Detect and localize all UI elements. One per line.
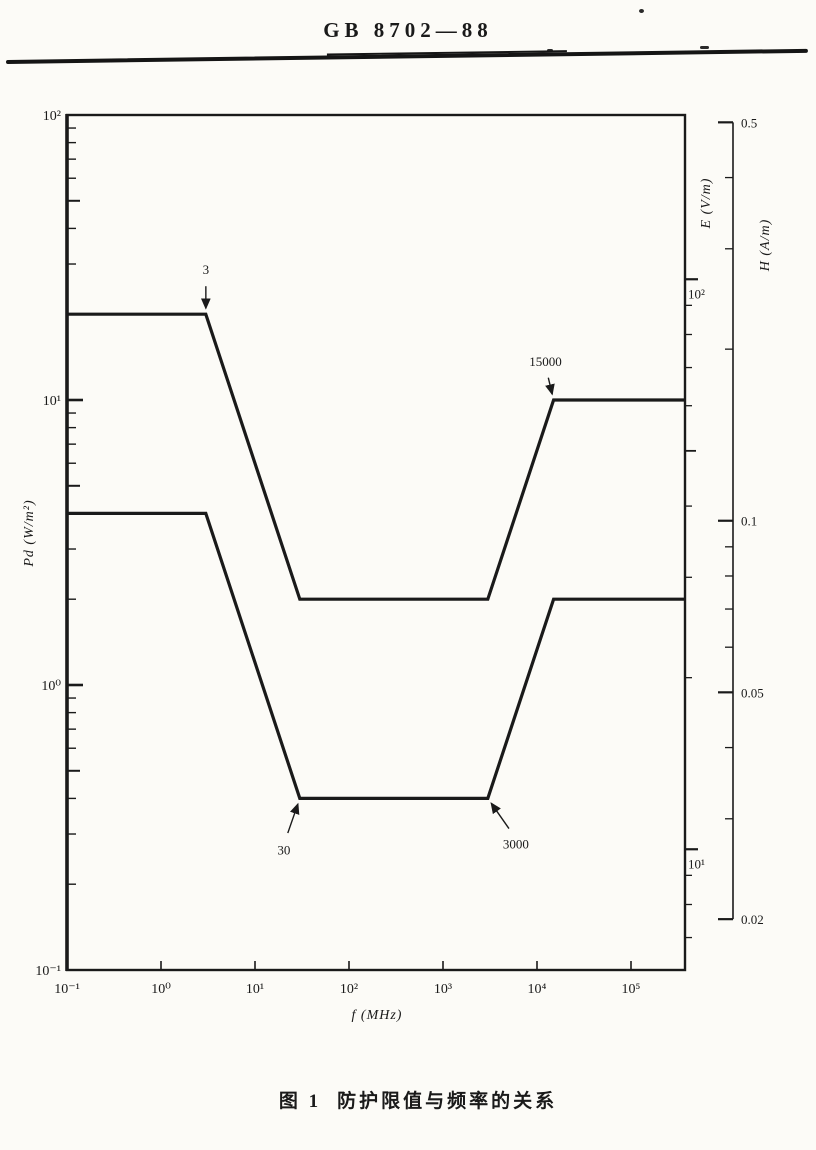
annotation-label: 30 [277, 842, 290, 857]
lower-limit-curve [67, 511, 686, 801]
upper-limit-curve [67, 312, 686, 601]
e-tick-label: 10² [688, 286, 705, 301]
x-tick-label: 10⁵ [622, 982, 641, 997]
annotation-label: 3 [203, 262, 210, 277]
e-tick-label: 10¹ [688, 856, 705, 871]
annotation-label: 3000 [503, 836, 529, 851]
x-axis-title: f (MHz) [351, 1008, 403, 1023]
scan-artifact [639, 9, 644, 13]
y-axis-title-h: H (A/m) [758, 218, 773, 272]
h-tick-label: 0.05 [741, 685, 764, 700]
y-axis-title-e: E (V/m) [699, 177, 714, 229]
figure-number: 图 1 [278, 1091, 322, 1112]
y-axis-title-pd: Pd (W/m²) [22, 499, 37, 567]
x-tick-label: 10² [340, 982, 358, 997]
pd-tick-label: 10² [43, 109, 61, 124]
x-tick-label: 10⁰ [151, 982, 171, 997]
h-tick-label: 0.5 [741, 115, 757, 130]
figure-title: 防护限值与频率的关系 [337, 1091, 558, 1112]
pd-tick-label: 10⁰ [41, 679, 61, 694]
pd-tick-label: 10¹ [43, 394, 61, 409]
pd-tick-label: 10⁻¹ [35, 964, 61, 979]
annotation-arrow [287, 802, 300, 834]
annotation-arrow [490, 802, 510, 829]
figure-caption: 图 1 防护限值与频率的关系 [238, 1086, 598, 1113]
annotation-arrow [545, 377, 555, 396]
plot-frame [65, 113, 687, 972]
x-tick-label: 10¹ [246, 982, 264, 997]
page-title: GB 8702—88 [323, 18, 493, 42]
x-tick-label: 10⁻¹ [54, 982, 80, 997]
h-tick-label: 0.02 [741, 912, 764, 927]
scan-artifact [700, 46, 709, 49]
x-tick-label: 10³ [434, 982, 452, 997]
annotation-label: 15000 [529, 354, 562, 369]
h-tick-label: 0.1 [741, 514, 757, 529]
x-tick-label: 10⁴ [528, 982, 547, 997]
